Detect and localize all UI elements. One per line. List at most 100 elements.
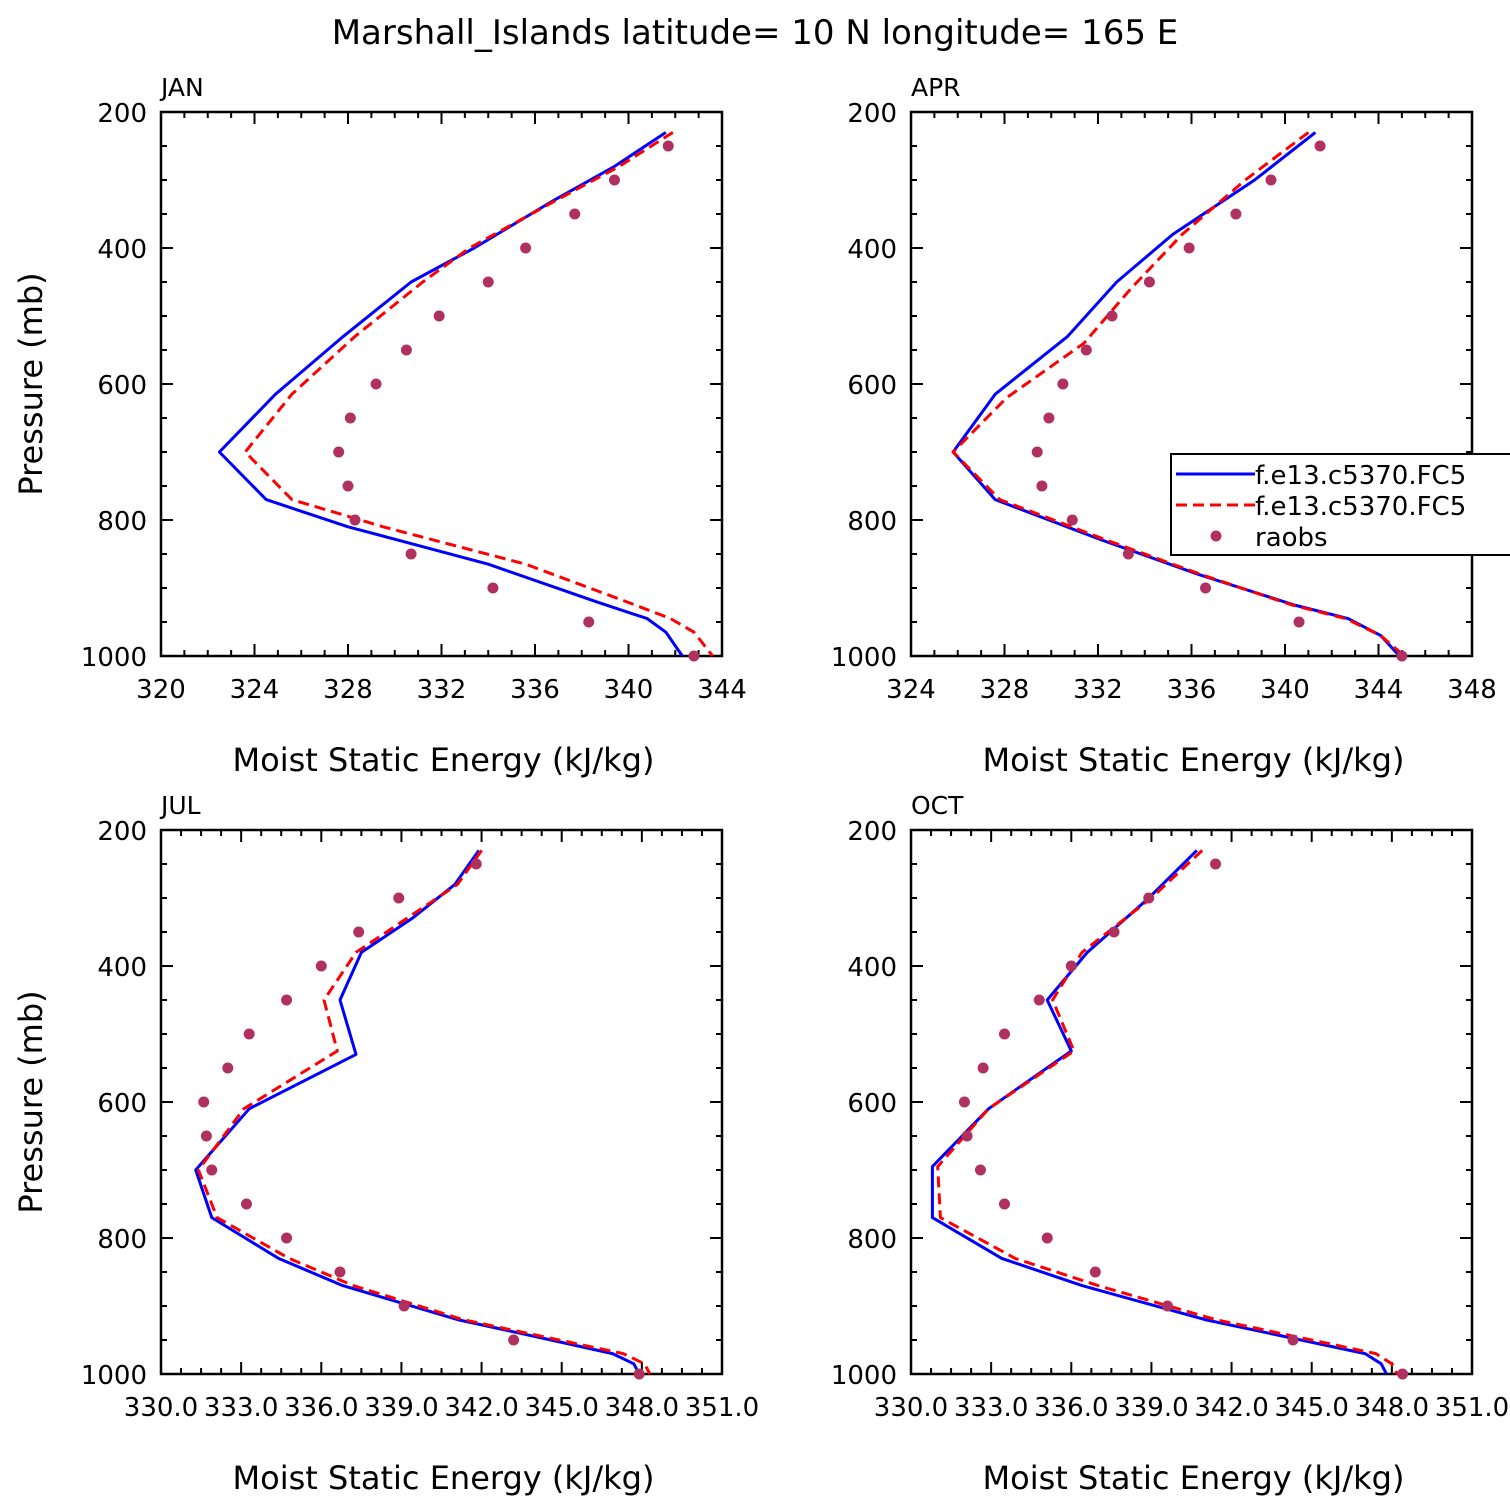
legend-label: f.e13.c5370.FC5 [1255,492,1466,522]
panel-apr: 324 328 332 336 340 344 348 200 400 600 800 1000 APR… [831,73,1497,779]
raobs-point [334,1266,346,1278]
x-tick-label: 333.0 [954,1393,1028,1423]
panel-label: JAN [159,73,204,102]
model-line-solid [930,849,1388,1375]
y-tick-label: 600 [97,1089,147,1119]
y-tick-label: 1000 [831,643,897,673]
panel-label: JUL [159,791,201,820]
plot-frame [159,110,724,658]
x-tick-label: 345.0 [1274,1393,1348,1423]
model-line-solid [194,849,641,1375]
raobs-point [520,242,532,254]
y-tick-label: 1000 [81,643,147,673]
x-tick-label: 342.0 [444,1393,518,1423]
x-tick-label: 320 [136,675,186,705]
legend-label: f.e13.c5370.FC5 [1255,461,1466,491]
raobs-point [1089,1266,1101,1278]
y-tick-label: 400 [847,953,897,983]
x-axis-label: Moist Static Energy (kJ/kg) [233,741,655,779]
raobs-point [1057,378,1069,390]
raobs-point [1287,1334,1299,1346]
model-line-dashed [936,849,1399,1375]
x-tick-label: 339.0 [1114,1393,1188,1423]
raobs-point [1200,582,1212,594]
raobs-point [1396,650,1408,662]
y-tick-label: 800 [847,1225,897,1255]
raobs-point [344,412,356,424]
x-tick-label: 328 [980,675,1030,705]
panels: 320 324 328 332 336 340 344 200 400 600 800 1000 JAN… [12,73,1509,1497]
raobs-point [342,480,354,492]
raobs-point [400,344,412,356]
raobs-point [1265,174,1277,186]
y-tick-label: 1000 [831,1361,897,1391]
raobs-point [206,1164,218,1176]
x-tick-label: 345.0 [524,1393,598,1423]
x-tick-label: 332 [1073,675,1123,705]
x-tick-label: 348 [1447,675,1497,705]
x-tick-label: 330.0 [874,1393,948,1423]
raobs-point [662,140,674,152]
raobs-point [1143,892,1155,904]
plot-frame [909,110,1474,658]
raobs-point [200,1130,212,1142]
raobs-point [1031,446,1043,458]
figure-title: Marshall_Islands latitude= 10 N longitud… [332,13,1179,53]
y-tick-label: 400 [97,953,147,983]
raobs-point [999,1198,1010,1210]
x-tick-label: 336.0 [284,1393,358,1423]
y-tick-label: 200 [97,817,147,847]
model-line-dashed [951,131,1406,658]
raobs-point [1066,514,1078,526]
x-tick-label: 330.0 [124,1393,198,1423]
legend-marker [1210,530,1222,542]
y-tick-label: 400 [97,235,147,265]
panel-jan: 320 324 328 332 336 340 344 200 400 600 800 1000 JAN… [12,73,747,779]
raobs-point [958,1096,970,1108]
raobs-point [1041,1232,1053,1244]
raobs-point [688,650,700,662]
raobs-point [433,310,445,322]
x-tick-label: 328 [323,675,373,705]
y-axis-label: Pressure (mb) [12,990,50,1213]
raobs-point [583,616,595,628]
raobs-point [1122,548,1134,560]
raobs-point [1293,616,1305,628]
raobs-point [1210,858,1222,870]
x-tick-label: 333.0 [204,1393,278,1423]
y-tick-label: 400 [847,235,897,265]
raobs-point [1230,208,1242,220]
panel-label: APR [911,73,961,102]
raobs-point [353,926,365,938]
raobs-point [487,582,499,594]
y-tick-label: 800 [97,507,147,537]
raobs-point [281,994,293,1006]
x-tick-label: 336 [1167,675,1217,705]
raobs-point [1033,994,1045,1006]
y-tick-label: 600 [847,1089,897,1119]
x-tick-label: 332 [417,675,467,705]
y-axis-label: Pressure (mb) [12,272,50,495]
raobs-point [333,446,345,458]
plot-frame [159,828,724,1376]
y-tick-label: 200 [97,99,147,129]
raobs-point [1161,1300,1173,1312]
raobs-point [974,1164,986,1176]
x-tick-label: 344 [1354,675,1404,705]
raobs-point [1065,960,1077,972]
raobs-point [508,1334,520,1346]
x-tick-label: 340 [1260,675,1310,705]
x-axis-label: Moist Static Energy (kJ/kg) [983,741,1405,779]
raobs-point [1106,310,1118,322]
x-tick-label: 348.0 [605,1393,679,1423]
x-tick-label: 339.0 [364,1393,438,1423]
raobs-point [1043,412,1055,424]
x-axis-label: Moist Static Energy (kJ/kg) [983,1459,1405,1497]
raobs-point [608,174,620,186]
y-tick-label: 200 [847,99,897,129]
raobs-point [999,1028,1010,1040]
raobs-point [470,858,482,870]
panel-label: OCT [911,791,964,820]
